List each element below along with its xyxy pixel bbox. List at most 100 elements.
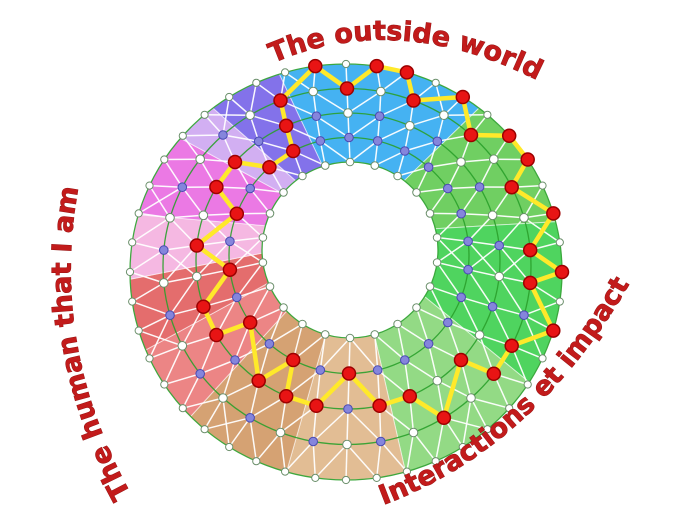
node-purple [218, 130, 228, 140]
node-purple [177, 182, 188, 192]
node-purple [487, 301, 498, 312]
node-purple [474, 182, 485, 192]
node-red [209, 327, 224, 343]
node-red [453, 352, 469, 368]
node-white [483, 110, 492, 119]
node-red [501, 128, 517, 144]
node-purple [311, 111, 322, 121]
node-white [125, 267, 135, 277]
node-purple [463, 236, 473, 247]
node-white [405, 121, 415, 131]
node-red [546, 323, 561, 338]
node-white [160, 380, 169, 389]
node-white [370, 161, 380, 170]
node-white [308, 86, 319, 97]
node-white [128, 238, 137, 247]
node-white [252, 78, 261, 87]
node-white [494, 271, 505, 282]
node-white [505, 404, 514, 413]
node-white [345, 333, 355, 343]
node-white [177, 341, 188, 351]
node-white [198, 210, 209, 221]
node-white [225, 92, 234, 102]
node-white [523, 380, 532, 389]
node-red [278, 388, 294, 404]
node-purple [308, 436, 319, 447]
node-purple [374, 111, 385, 121]
node-red [486, 366, 502, 382]
node-red [522, 242, 538, 258]
node-white [483, 425, 492, 434]
node-red [436, 410, 452, 426]
node-white [555, 297, 564, 306]
node-white [252, 457, 261, 466]
node-red [554, 264, 570, 280]
node-white [408, 427, 419, 438]
node-red [372, 398, 387, 414]
node-white [466, 393, 476, 403]
node-purple [443, 183, 453, 194]
node-red [285, 352, 301, 368]
node-white [279, 303, 288, 312]
node-white [192, 271, 202, 282]
node-white [298, 171, 307, 181]
node-white [474, 330, 485, 340]
node-purple [165, 310, 175, 321]
node-purple [372, 365, 383, 375]
node-white [218, 393, 228, 403]
node-purple [245, 413, 255, 423]
node-white [134, 209, 143, 218]
node-purple [432, 136, 443, 147]
node-red [196, 299, 211, 314]
node-white [225, 442, 234, 452]
node-red [339, 81, 355, 96]
node-white [376, 86, 386, 97]
node-white [370, 330, 380, 339]
node-red [285, 143, 301, 159]
node-white [538, 354, 547, 363]
node-purple [423, 339, 434, 349]
node-white [487, 210, 498, 221]
node-red [546, 206, 561, 221]
node-white [275, 427, 286, 438]
node-white [265, 209, 275, 218]
node-white [258, 233, 268, 242]
node-white [458, 442, 467, 452]
node-red [262, 159, 277, 175]
node-purple [423, 162, 434, 172]
node-white [412, 303, 421, 312]
node-white [489, 154, 499, 164]
node-red [251, 373, 266, 388]
node-purple [225, 236, 235, 247]
node-white [128, 297, 137, 306]
node-red [229, 206, 245, 221]
node-white [200, 110, 209, 119]
node-white [431, 457, 440, 466]
node-white [425, 282, 435, 291]
node-red [522, 275, 538, 291]
node-purple [443, 317, 453, 328]
node-white [145, 354, 154, 363]
node-purple [519, 310, 529, 321]
node-white [265, 282, 275, 291]
node-white [439, 110, 449, 120]
node-purple [344, 132, 354, 143]
node-purple [463, 264, 473, 275]
node-red [273, 93, 288, 108]
node-purple [159, 245, 169, 255]
node-red [455, 89, 471, 105]
node-red [369, 58, 384, 74]
node-purple [456, 208, 467, 219]
node-purple [372, 136, 383, 146]
node-white [432, 233, 442, 242]
node-white [320, 161, 330, 170]
node-white [159, 278, 169, 288]
node-white [342, 439, 352, 450]
node-white [343, 108, 353, 118]
node-red [504, 179, 519, 195]
node-purple [253, 136, 264, 147]
node-purple [195, 369, 205, 379]
node-red [309, 398, 324, 414]
node-purple [376, 436, 386, 447]
